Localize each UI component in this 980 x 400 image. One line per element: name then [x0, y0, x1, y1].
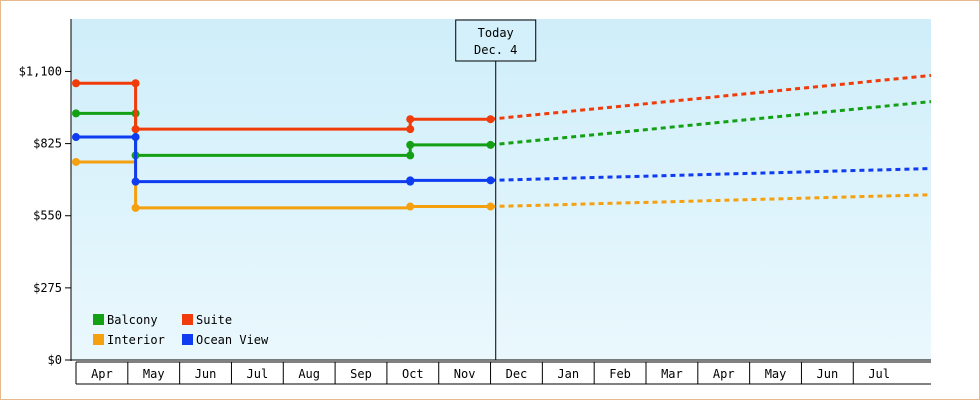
legend-swatch: [182, 334, 193, 345]
x-tick-label: Apr: [91, 367, 113, 381]
y-tick-label: $825: [33, 137, 62, 151]
legend-item: Suite: [182, 313, 232, 327]
y-tick-label: $550: [33, 209, 62, 223]
legend-item: Interior: [93, 333, 165, 347]
forecast-line-interior: [490, 193, 932, 209]
y-axis: $0 $275 $550 $825 $1,100: [19, 19, 931, 367]
forecast-line-suite: [490, 73, 932, 121]
series-ocean-view: [72, 133, 932, 186]
series-line-ocean-view: [76, 135, 491, 184]
x-tick-label: Mar: [661, 367, 683, 381]
data-point[interactable]: [406, 176, 415, 185]
x-tick-label: Apr: [713, 367, 735, 381]
data-point[interactable]: [486, 140, 495, 149]
data-point[interactable]: [131, 203, 140, 212]
legend-swatch: [182, 314, 193, 325]
x-tick-label: Oct: [402, 367, 424, 381]
today-label-line1: Today: [478, 26, 514, 40]
forecast-line-balcony: [490, 100, 932, 147]
forecast-line-ocean-view: [490, 167, 932, 182]
data-point[interactable]: [486, 115, 495, 124]
legend-item: Ocean View: [182, 333, 269, 347]
legend-label: Interior: [107, 333, 165, 347]
x-tick-label: Jan: [557, 367, 579, 381]
data-point[interactable]: [72, 157, 80, 166]
x-tick-label: Jun: [195, 367, 217, 381]
data-point[interactable]: [72, 133, 80, 142]
x-tick-label: Aug: [298, 367, 320, 381]
series-interior: [72, 157, 932, 212]
series-suite: [72, 73, 932, 134]
today-marker: Today Dec. 4: [455, 19, 537, 360]
x-tick-label: May: [765, 367, 787, 381]
legend-label: Balcony: [107, 313, 158, 327]
legend-label: Ocean View: [196, 333, 269, 347]
data-point[interactable]: [406, 140, 415, 149]
y-tick-label: $275: [33, 281, 62, 295]
x-tick-label: Nov: [454, 367, 476, 381]
today-label-box: [455, 19, 537, 62]
series-line-interior: [76, 160, 491, 210]
data-point[interactable]: [131, 177, 140, 186]
legend-swatch: [93, 334, 104, 345]
data-point[interactable]: [72, 79, 80, 88]
x-tick-label: May: [143, 367, 165, 381]
y-tick-label: $1,100: [19, 64, 62, 78]
legend: Balcony Suite Interior Ocean View: [93, 313, 269, 347]
x-tick-label: Jun: [817, 367, 839, 381]
plot-background: [71, 19, 931, 360]
data-point[interactable]: [406, 202, 415, 211]
today-label-line2: Dec. 4: [474, 43, 517, 57]
data-point[interactable]: [406, 151, 415, 160]
data-point[interactable]: [486, 202, 495, 211]
x-axis: Apr May Jun Jul Aug Sep Oct Nov Dec Jan Feb Mar Apr M…: [75, 361, 931, 385]
data-point[interactable]: [406, 125, 415, 134]
x-tick-label: Feb: [609, 367, 631, 381]
x-tick-label: Sep: [350, 367, 372, 381]
legend-item: Balcony: [93, 313, 158, 327]
legend-swatch: [93, 314, 104, 325]
data-point[interactable]: [131, 133, 140, 142]
series-layer: [72, 73, 932, 212]
x-tick-label: Jul: [868, 367, 890, 381]
x-tick-label: Dec: [506, 367, 528, 381]
data-point[interactable]: [131, 79, 140, 88]
x-tick-label: Jul: [247, 367, 269, 381]
data-point[interactable]: [406, 115, 415, 124]
data-point[interactable]: [131, 125, 140, 134]
data-point[interactable]: [486, 176, 495, 185]
data-point[interactable]: [72, 109, 80, 118]
series-line-balcony: [76, 111, 491, 157]
legend-label: Suite: [196, 313, 232, 327]
series-line-suite: [76, 81, 491, 131]
y-tick-label: $0: [48, 353, 62, 367]
